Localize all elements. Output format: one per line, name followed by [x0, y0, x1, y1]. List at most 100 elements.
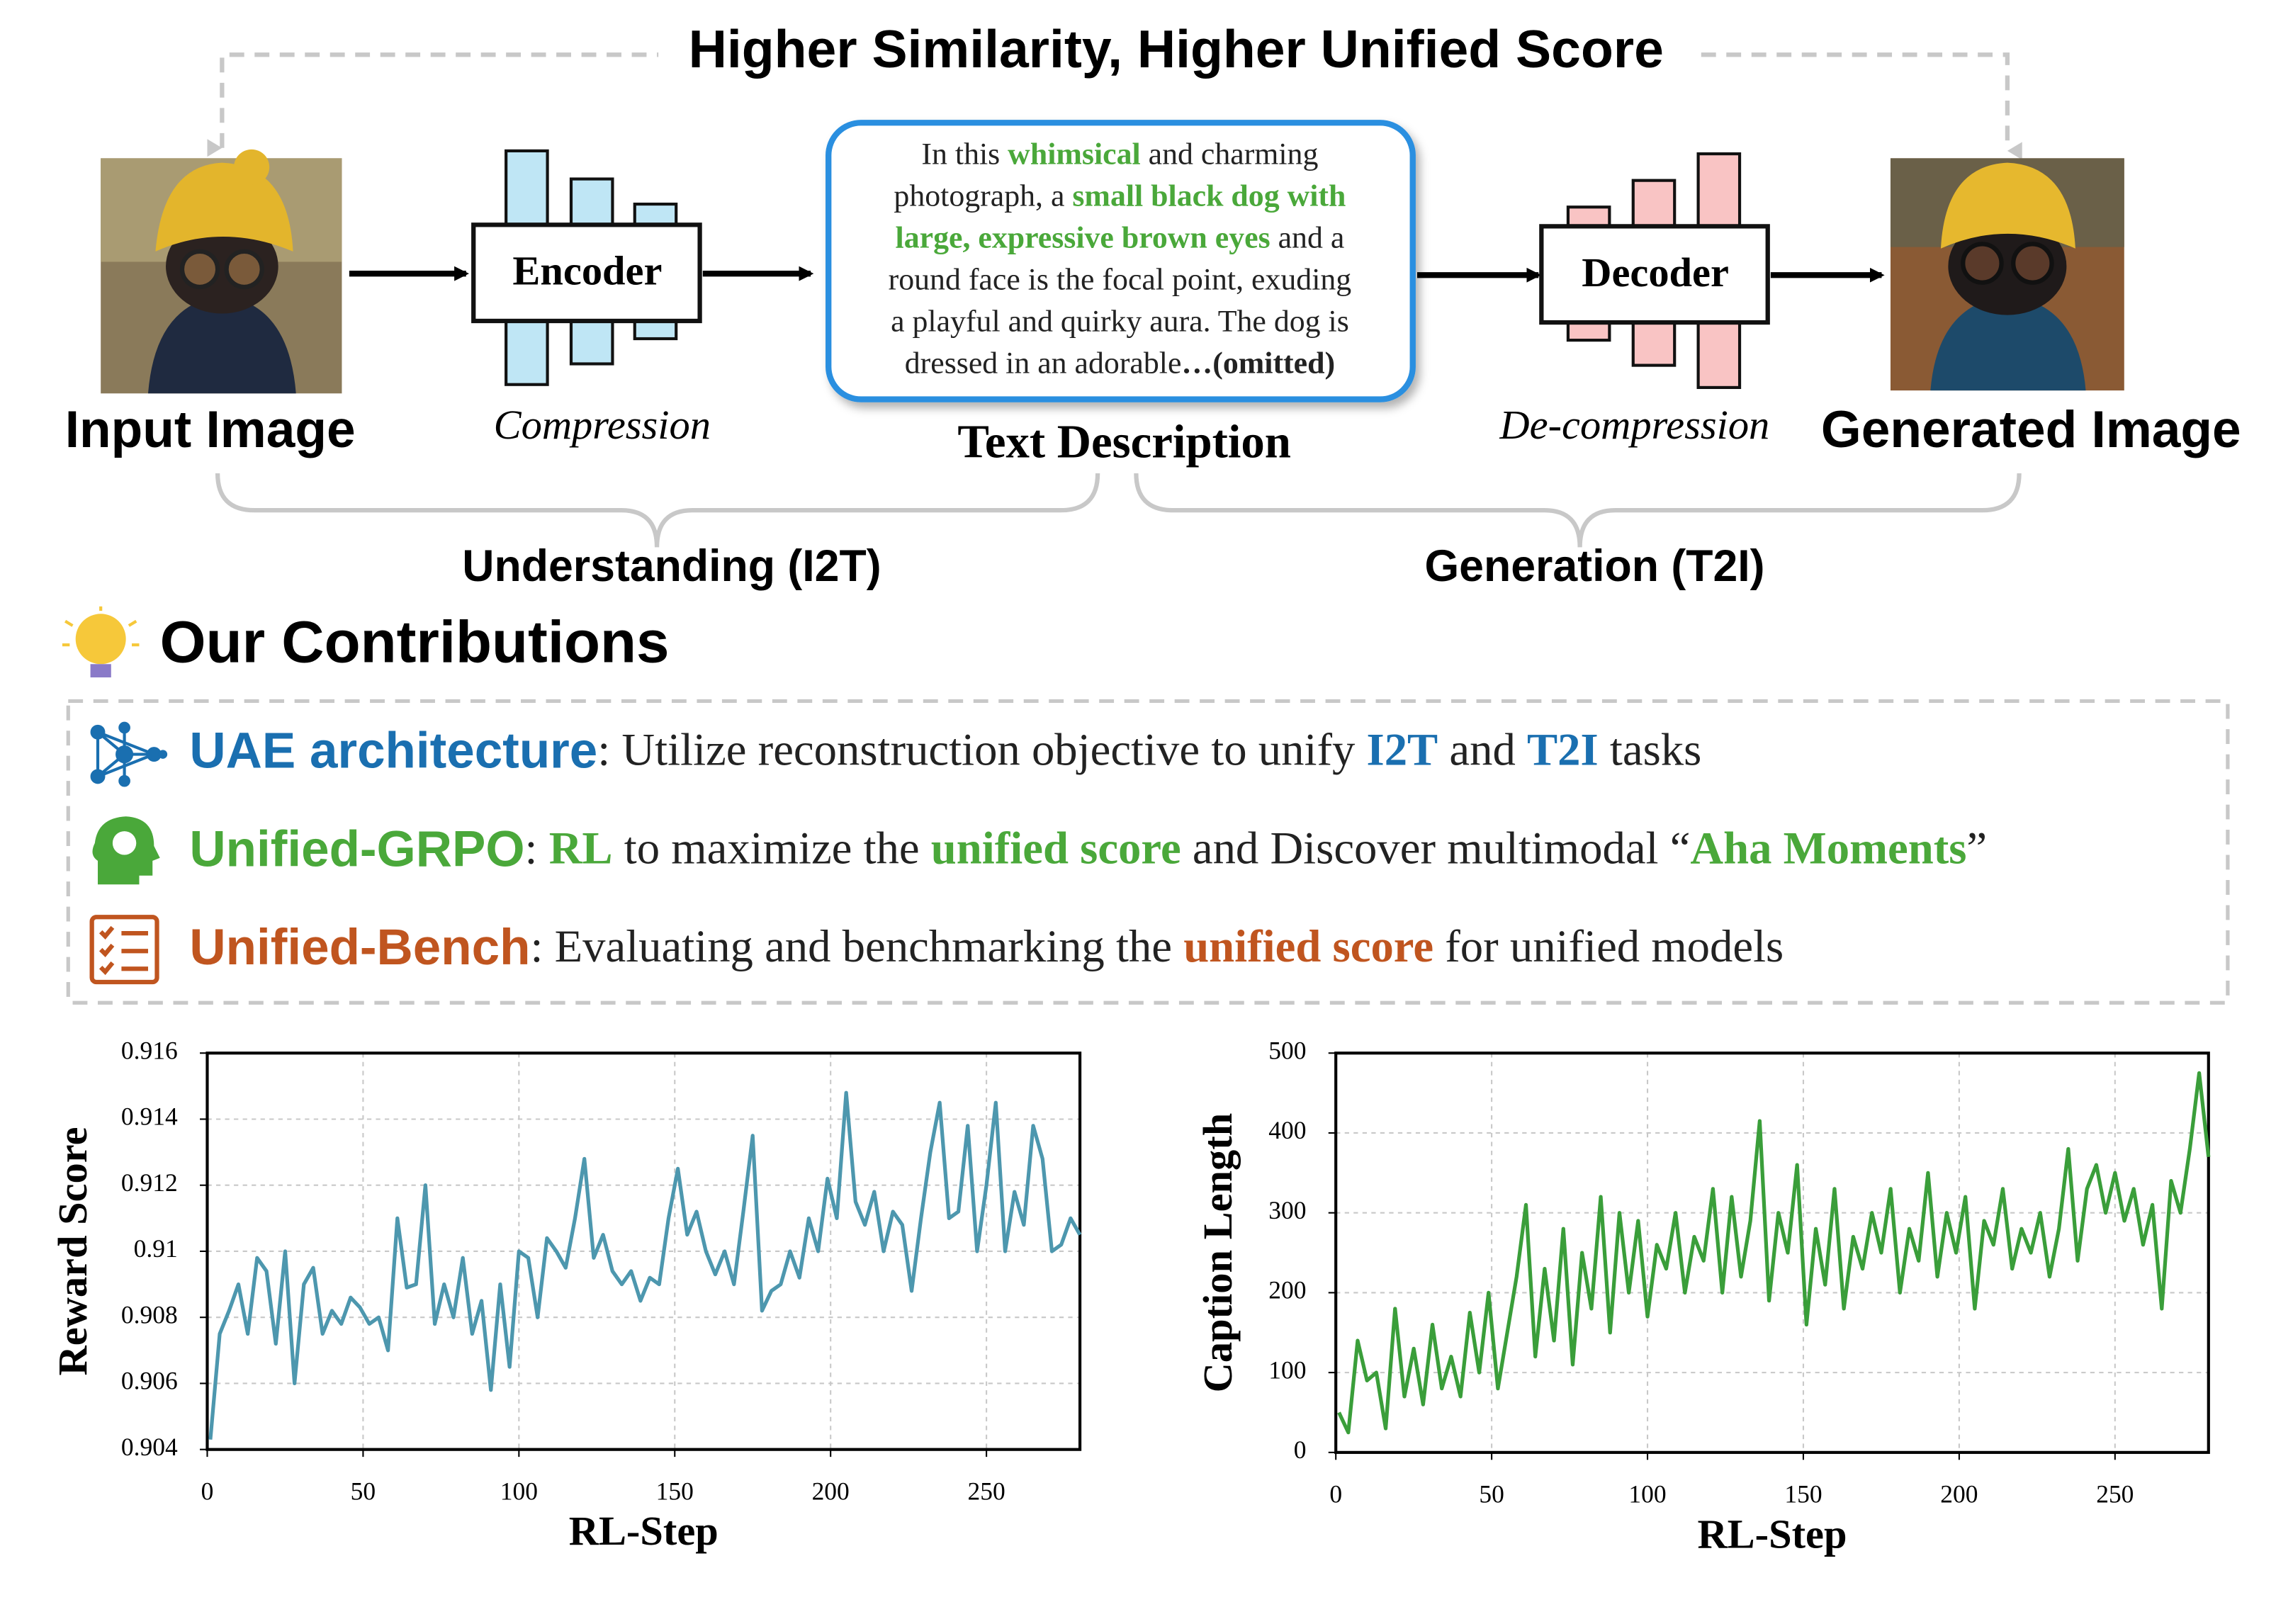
- title: Higher Similarity, Higher Unified Score: [689, 19, 1664, 79]
- x-tick-label: 50: [351, 1477, 376, 1505]
- encoder-box: [471, 222, 702, 324]
- input-label: Input Image: [65, 401, 356, 458]
- text-segment: whimsical: [1008, 137, 1141, 171]
- y-tick-label: 300: [1268, 1196, 1306, 1224]
- text-segment: large, expressive brown eyes: [896, 220, 1271, 254]
- checklist-icon: [89, 915, 159, 985]
- description-box: [826, 120, 1416, 402]
- text-segment: and Discover multimodal “: [1181, 822, 1691, 873]
- text-segment: and: [1438, 723, 1527, 774]
- y-tick-label: 0.904: [121, 1433, 178, 1461]
- x-tick-label: 250: [968, 1477, 1005, 1505]
- description-line: In this whimsical and charming: [921, 137, 1318, 171]
- description-label: Text Description: [957, 416, 1291, 468]
- x-tick-label: 200: [1940, 1480, 1978, 1509]
- y-axis-label: Reward Score: [50, 1127, 96, 1375]
- contribution: UAE architecture: Utilize reconstruction…: [189, 723, 1701, 779]
- text-segment: RL: [549, 822, 613, 873]
- text-segment: for unified models: [1433, 920, 1784, 971]
- text-segment: T2I: [1527, 723, 1599, 774]
- text-segment: ”: [1966, 822, 1987, 873]
- understanding-label: Understanding (I2T): [462, 541, 881, 591]
- text-segment: tasks: [1599, 723, 1702, 774]
- decompression-label: De-compression: [1499, 402, 1769, 448]
- encoder-label: Encoder: [512, 248, 662, 294]
- network-icon: [90, 721, 168, 787]
- text-segment: a playful and quirky aura. The dog is: [891, 305, 1349, 339]
- feedback-line: [207, 52, 659, 157]
- description-line: dressed in an adorable…(omitted): [905, 346, 1335, 380]
- y-tick-label: 0.906: [121, 1367, 178, 1395]
- y-tick-label: 0.908: [121, 1300, 178, 1329]
- text-segment: small black dog with: [1072, 179, 1346, 213]
- text-segment: In this: [921, 137, 1008, 171]
- plot-frame: [1334, 1051, 2210, 1454]
- bulb-icon: [62, 606, 140, 678]
- brace: [1134, 473, 2022, 548]
- contribution-name: Unified-GRPO: [189, 821, 524, 877]
- data-line: [1337, 1071, 2211, 1435]
- text-segment: and a: [1271, 220, 1345, 254]
- x-tick-label: 100: [500, 1477, 538, 1505]
- y-tick-label: 500: [1268, 1036, 1306, 1064]
- x-tick-label: 50: [1479, 1480, 1504, 1509]
- text-segment: round face is the focal point, exuding: [889, 263, 1352, 297]
- x-axis-label: RL-Step: [569, 1508, 719, 1554]
- y-tick-label: 0.914: [121, 1103, 178, 1131]
- description-line: round face is the focal point, exuding: [889, 263, 1352, 297]
- text-segment: dressed in an adorable: [905, 346, 1182, 380]
- text-segment: …(omitted): [1181, 346, 1335, 380]
- contribution: Unified-Bench: Evaluating and benchmarki…: [189, 920, 1784, 976]
- generated-image: [1890, 158, 2124, 391]
- plot-frame: [205, 1051, 1082, 1451]
- contribution: Unified-GRPO: RL to maximize the unified…: [189, 821, 1987, 877]
- description: In this whimsical and charming photograph…: [889, 137, 1352, 380]
- feedback-line: [1701, 52, 2022, 160]
- text-segment: photograph, a: [894, 179, 1072, 213]
- x-tick-label: 0: [201, 1477, 214, 1505]
- text-segment: unified score: [1183, 920, 1433, 971]
- x-tick-label: 150: [656, 1477, 694, 1505]
- y-tick-label: 0.91: [134, 1234, 178, 1263]
- data-line: [208, 1090, 1082, 1440]
- x-tick-label: 250: [2096, 1480, 2134, 1509]
- description-line: large, expressive brown eyes and a: [896, 220, 1345, 254]
- generation-label: Generation (T2I): [1424, 541, 1764, 591]
- decoder-label: Decoder: [1582, 249, 1729, 295]
- x-tick-label: 0: [1329, 1480, 1342, 1509]
- text-segment: and charming: [1141, 137, 1319, 171]
- description-line: a playful and quirky aura. The dog is: [891, 305, 1349, 339]
- y-tick-label: 0: [1294, 1436, 1307, 1464]
- y-tick-label: 400: [1268, 1116, 1306, 1144]
- head-icon: [92, 816, 160, 885]
- x-tick-label: 100: [1628, 1480, 1666, 1509]
- description-line: photograph, a small black dog with: [894, 179, 1346, 213]
- chart: 0 50 100 150 200 250 0 100 200 300 400 500 RL-Step Ca…: [1195, 1036, 2211, 1557]
- text-segment: to maximize the: [613, 822, 931, 873]
- y-tick-label: 200: [1268, 1276, 1306, 1304]
- text-segment: : Evaluating and benchmarking the: [530, 920, 1183, 971]
- x-tick-label: 200: [812, 1477, 850, 1505]
- x-tick-label: 150: [1784, 1480, 1822, 1509]
- y-axis-label: Caption Length: [1195, 1113, 1241, 1393]
- compression-label: Compression: [494, 402, 711, 448]
- decoder-box: [1539, 224, 1770, 325]
- input-image: [101, 149, 342, 394]
- contribution-name: UAE architecture: [189, 723, 597, 779]
- y-tick-label: 100: [1268, 1355, 1306, 1384]
- text-segment: :: [525, 822, 549, 873]
- brace: [215, 473, 1100, 548]
- text-segment: Aha Moments: [1690, 822, 1966, 873]
- contribution-list: UAE architecture: Utilize reconstruction…: [189, 723, 1987, 976]
- y-tick-label: 0.912: [121, 1168, 178, 1197]
- chart: 0 50 100 150 200 250 0.904 0.906 0.908 0.91 0.912 0…: [50, 1036, 1082, 1554]
- contributions-heading: Our Contributions: [160, 608, 670, 675]
- x-axis-label: RL-Step: [1697, 1511, 1847, 1557]
- y-tick-label: 0.916: [121, 1036, 178, 1064]
- output-label: Generated Image: [1821, 401, 2241, 458]
- text-segment: I2T: [1367, 723, 1438, 774]
- text-segment: : Utilize reconstruction objective to un…: [597, 723, 1366, 774]
- contribution-name: Unified-Bench: [189, 920, 530, 976]
- text-segment: unified score: [931, 822, 1181, 873]
